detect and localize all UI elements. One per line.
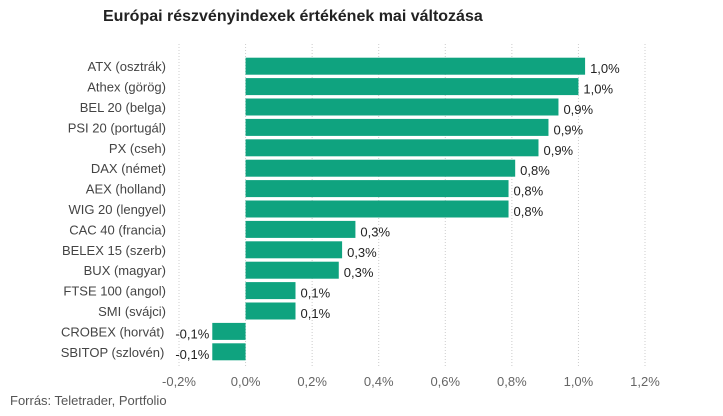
bar	[245, 180, 509, 198]
category-label: ATX (osztrák)	[88, 59, 167, 74]
value-label: 0,3%	[347, 245, 377, 260]
x-tick-label: 0,0%	[231, 374, 261, 389]
value-label: 0,8%	[514, 184, 544, 199]
bar	[245, 241, 343, 259]
bar	[245, 98, 559, 116]
bar	[245, 159, 516, 177]
category-label: SBITOP (szlovén)	[61, 345, 165, 360]
bar	[245, 57, 586, 75]
category-label: WIG 20 (lengyel)	[68, 202, 166, 217]
category-label: BELEX 15 (szerb)	[62, 243, 166, 258]
category-label: AEX (holland)	[86, 182, 166, 197]
category-label: BEL 20 (belga)	[80, 100, 166, 115]
value-label: 0,1%	[301, 286, 331, 301]
bar	[245, 200, 509, 218]
category-label: FTSE 100 (angol)	[63, 284, 166, 299]
category-label: CAC 40 (francia)	[69, 222, 166, 237]
bar	[245, 282, 296, 300]
value-label: 0,8%	[514, 204, 544, 219]
category-label: BUX (magyar)	[84, 263, 166, 278]
bar	[245, 139, 539, 157]
bar	[212, 343, 246, 361]
bar	[245, 78, 579, 96]
category-label: Athex (görög)	[87, 80, 166, 95]
bar	[245, 118, 549, 136]
value-label: 0,9%	[543, 143, 573, 158]
category-label: PX (cseh)	[109, 141, 166, 156]
bar	[245, 302, 296, 320]
x-tick-label: 0,8%	[497, 374, 527, 389]
x-tick-label: 1,0%	[564, 374, 594, 389]
chart-title: Európai részvényindexek értékének mai vá…	[103, 8, 483, 25]
value-label: 1,0%	[590, 61, 620, 76]
category-label: CROBEX (horvát)	[61, 324, 164, 339]
x-tick-label: -0,2%	[162, 374, 196, 389]
category-label: SMI (svájci)	[98, 304, 166, 319]
bar	[212, 322, 246, 340]
value-label: 0,8%	[520, 163, 550, 178]
source-note: Forrás: Teletrader, Portfolio	[10, 393, 167, 408]
value-label: 0,1%	[301, 306, 331, 321]
value-label: 0,9%	[553, 122, 583, 137]
value-label: -0,1%	[175, 347, 209, 362]
x-tick-label: 0,4%	[364, 374, 394, 389]
x-tick-label: 0,2%	[297, 374, 327, 389]
value-label: 0,3%	[344, 265, 374, 280]
value-label: -0,1%	[175, 326, 209, 341]
value-label: 1,0%	[583, 82, 613, 97]
bar	[245, 220, 356, 238]
value-label: 0,9%	[563, 102, 593, 117]
x-tick-label: 0,6%	[430, 374, 460, 389]
category-label: DAX (német)	[91, 161, 166, 176]
value-label: 0,3%	[360, 224, 390, 239]
bar	[245, 261, 339, 279]
category-label: PSI 20 (portugál)	[68, 120, 166, 135]
x-tick-label: 1,2%	[630, 374, 660, 389]
